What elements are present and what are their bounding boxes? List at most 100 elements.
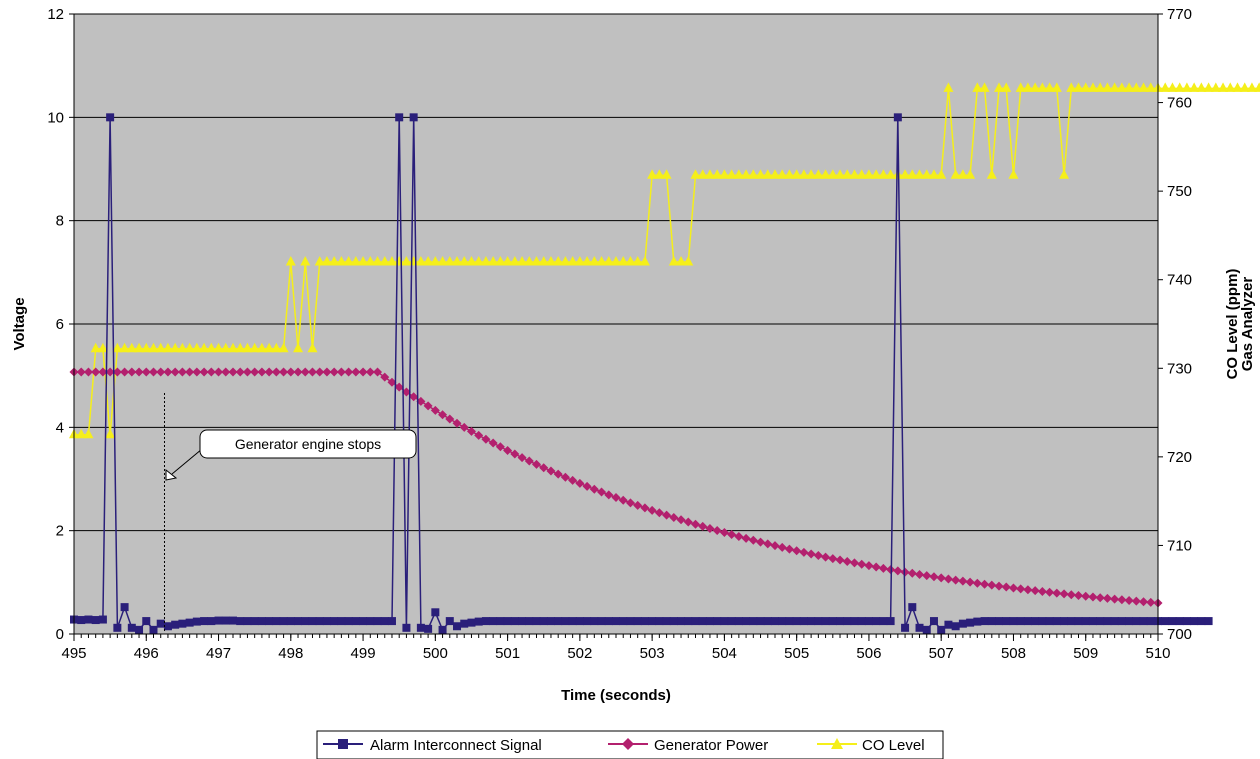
data-point — [799, 617, 808, 626]
legend-marker-triangle — [831, 738, 843, 749]
data-point — [170, 367, 180, 377]
series-layer — [69, 82, 1260, 634]
data-point — [1117, 595, 1127, 605]
data-point — [734, 531, 744, 541]
data-point — [286, 367, 296, 377]
data-point — [619, 617, 628, 626]
data-point — [597, 487, 607, 497]
data-point — [293, 367, 303, 377]
data-point — [554, 617, 563, 626]
data-point — [727, 530, 737, 540]
data-point — [315, 617, 324, 626]
y-tick-label: 4 — [56, 419, 64, 436]
data-point — [749, 617, 758, 626]
data-point — [640, 617, 649, 626]
data-point — [986, 169, 997, 179]
data-point — [705, 617, 714, 626]
data-point — [192, 367, 202, 377]
data-point — [300, 367, 310, 377]
data-point — [214, 616, 223, 625]
data-point — [582, 481, 592, 491]
data-point — [950, 169, 961, 179]
data-point — [235, 367, 245, 377]
data-point — [163, 367, 173, 377]
data-point — [957, 169, 968, 179]
data-point — [907, 568, 917, 578]
data-point — [466, 256, 477, 266]
data-point — [1175, 617, 1184, 626]
data-point — [915, 569, 925, 579]
data-point — [1009, 617, 1018, 626]
data-point — [727, 617, 736, 626]
data-point — [864, 617, 873, 626]
data-point — [640, 503, 650, 513]
data-point — [98, 615, 107, 624]
data-point — [394, 382, 404, 392]
data-point — [220, 342, 231, 353]
data-point — [1023, 585, 1033, 595]
legend-label-generator: Generator Power — [654, 737, 768, 754]
data-point — [517, 453, 527, 463]
data-point — [321, 256, 332, 266]
data-point — [163, 622, 172, 631]
data-point — [235, 342, 246, 353]
data-point — [821, 552, 831, 562]
data-point — [871, 169, 882, 179]
data-point — [76, 428, 87, 439]
data-point — [612, 617, 620, 626]
data-point — [185, 367, 195, 377]
data-point — [301, 617, 310, 626]
data-point — [300, 256, 311, 266]
data-point — [416, 623, 425, 632]
data-point — [1016, 617, 1025, 626]
data-point — [987, 580, 997, 590]
data-point — [430, 256, 441, 266]
data-point — [1117, 617, 1126, 626]
data-point — [112, 342, 123, 353]
data-point — [1132, 617, 1141, 626]
data-point — [1110, 594, 1120, 604]
data-point — [249, 342, 260, 353]
data-point — [214, 367, 224, 377]
data-point — [445, 414, 455, 424]
data-point — [857, 559, 867, 569]
data-point — [755, 169, 766, 179]
x-tick-label: 503 — [640, 645, 665, 662]
data-point — [430, 405, 440, 415]
data-point — [647, 169, 658, 179]
data-point — [481, 617, 490, 626]
x-tick-label: 501 — [495, 645, 520, 662]
data-point — [1037, 82, 1048, 92]
data-point — [806, 549, 816, 559]
data-point — [892, 169, 903, 179]
data-point — [972, 82, 983, 92]
data-point — [885, 169, 896, 179]
data-point — [928, 169, 939, 179]
data-point — [489, 617, 498, 626]
data-point — [661, 169, 672, 179]
data-point — [524, 256, 535, 266]
data-point — [112, 367, 122, 377]
data-point — [705, 523, 715, 533]
data-point — [1190, 617, 1199, 626]
data-point — [351, 367, 361, 377]
data-point — [1116, 82, 1127, 92]
data-point — [763, 617, 772, 626]
data-point — [480, 256, 491, 266]
data-point — [574, 256, 585, 266]
data-point — [285, 256, 296, 266]
data-point — [1022, 82, 1033, 92]
data-point — [192, 617, 201, 626]
data-point — [748, 535, 758, 545]
data-point — [741, 169, 752, 179]
data-point — [395, 113, 404, 122]
data-point — [792, 546, 802, 556]
data-point — [343, 256, 354, 266]
data-point — [908, 603, 917, 612]
data-point — [966, 618, 975, 627]
legend-marker-square — [338, 739, 348, 749]
data-point — [936, 573, 946, 583]
data-point — [1138, 82, 1149, 92]
data-point — [626, 617, 635, 626]
y2-axis-title-line1: CO Level (ppm) — [1224, 269, 1241, 380]
